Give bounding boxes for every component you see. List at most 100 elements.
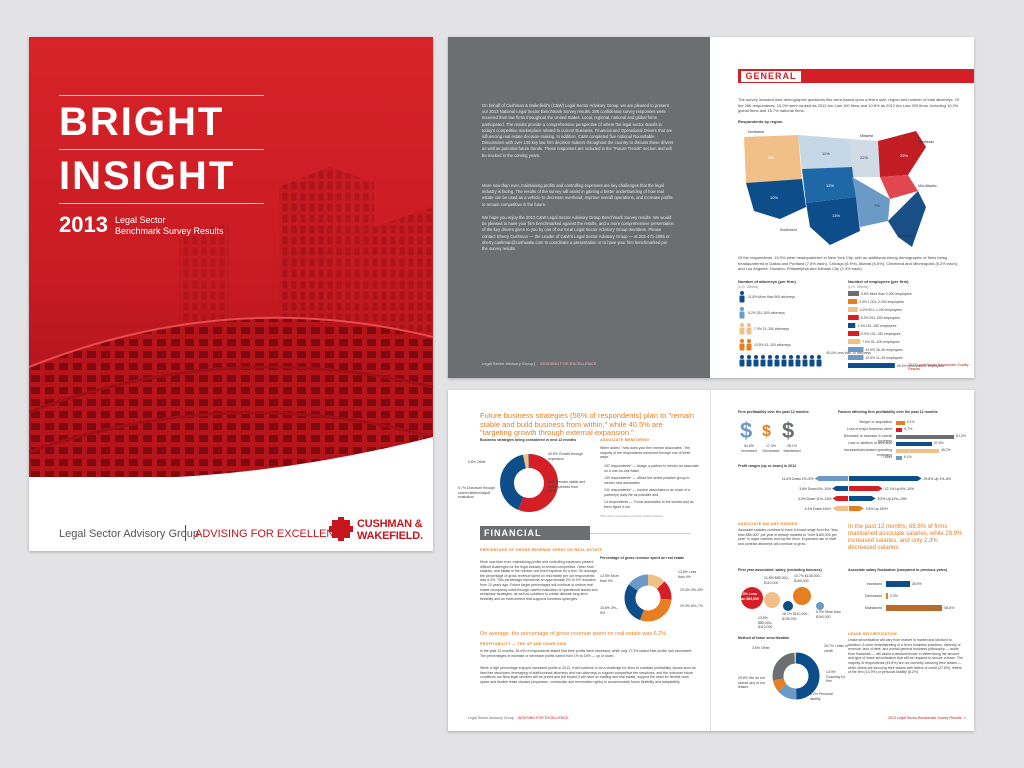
employees-bar-label: 4.2% 501–1,000 employees	[860, 308, 902, 312]
attorneys-row-3: 7.0% 21–250 attorneys	[754, 327, 789, 331]
factor-bar	[896, 448, 939, 453]
employees-bar-label: 1.4% 151–250 employees	[857, 324, 897, 328]
profit-down-label: 3.4% Down 16%+	[804, 507, 831, 511]
first-year-label-4: 18.1% $110,000–$135,000	[782, 612, 810, 621]
employees-bar-label: 10.5% 26–50 employees	[865, 348, 903, 352]
salary-fluct-value: 68.8%	[944, 606, 955, 610]
lease-label-guaranty: 13.9% Guaranty by firm	[826, 670, 846, 684]
factor-bar	[896, 427, 903, 432]
firm-profit-dollar-icons: $ $ $	[740, 418, 794, 442]
factor-value: 6.1%	[903, 455, 912, 459]
profit-down-label: 3.6% Down 6%–10%	[799, 487, 831, 491]
map-value-north-central: 11%	[822, 151, 830, 156]
map-label-mid-atlantic: Mid-Atlantic	[918, 184, 937, 188]
mentoring-item-4: 14 respondents — Throw associates to the…	[604, 500, 694, 509]
spread-financial: Future business strategies (56% of respo…	[448, 390, 974, 731]
employees-bar	[848, 331, 860, 336]
bubble-over-160k	[816, 602, 824, 610]
employees-bar-chart: 5.6% More than 2,000 employees 3.5% 1,001…	[848, 291, 945, 368]
cover-mid-rule	[59, 149, 264, 150]
cover-title-line2: INSIGHT	[59, 154, 236, 198]
profit-ranges-arrow-chart: 11.6% Down 1%–5% 29.8% Up 1%–5% 3.6% Down …	[782, 476, 951, 511]
profit-down-arrow	[832, 496, 848, 501]
map-value-central: 12%	[826, 183, 834, 188]
employees-bar	[848, 363, 895, 368]
employees-bar	[848, 291, 860, 296]
financial-section-bar	[480, 526, 590, 540]
salary-fluct-label: Increased	[866, 582, 882, 586]
factor-label: Other	[883, 455, 892, 459]
employees-bar	[848, 347, 864, 352]
map-label-northeast: Northeast	[918, 140, 934, 144]
gross-revenue-heading: PERCENTAGE OF GROSS REVENUE SPENT ON REA…	[480, 548, 603, 552]
bubble-under-85k	[741, 587, 763, 609]
profit-up-arrow	[849, 486, 883, 491]
attorneys-heading: Number of attorneys (per firm)	[738, 279, 796, 284]
map-label-southwest: Southwest	[780, 228, 797, 232]
salary-fluct-bar	[886, 581, 910, 587]
cover-top-rule	[59, 95, 264, 96]
salary-fluct-bar	[886, 605, 943, 611]
profit-down-label: 11.6% Down 1%–5%	[782, 477, 814, 481]
financial-section-title: FINANCIAL	[484, 528, 542, 538]
intro-footer-group: Legal Sector Advisory Group	[482, 361, 533, 366]
gross-label-3: 29.4% 3%–5%	[680, 588, 703, 592]
dollar-increased-icon: $	[740, 418, 752, 442]
factor-label: Increased/decreased operating expenses	[843, 448, 892, 457]
spread-gutter	[710, 390, 711, 731]
cover-building-photo	[29, 37, 433, 477]
gross-chart-heading: Percentage of gross revenue spent on rea…	[600, 556, 685, 560]
salary-fluct-label: Maintained	[864, 606, 882, 610]
first-year-label-1: 41.9% Less than $85,000	[738, 592, 760, 601]
salary-pull-quote: In the past 12 months, 68.8% of firms ma…	[848, 524, 963, 551]
factors-heading: Factors affecting firm profitability ove…	[838, 410, 938, 414]
brochure-cover: BRIGHT INSIGHT 2013 Legal Sector Benchma…	[29, 37, 433, 551]
financial-page-number: 5	[964, 716, 966, 720]
cover-footer-group: Legal Sector Advisory Group	[59, 528, 200, 540]
factor-label: Loss of major business client	[847, 427, 892, 431]
cover-year: 2013	[59, 212, 108, 237]
salary-fluct-bar	[886, 593, 888, 599]
first-year-label-2: 21.8% $85,000–$110,000	[764, 576, 790, 585]
regions-heading: Respondents by region	[738, 119, 783, 124]
attorneys-row-2: 5.2% 251–500 attorneys	[748, 311, 785, 315]
intro-paragraph-2: More now than ever, maintaining profits …	[482, 183, 673, 207]
gross-label-4: 29.3% 6%–7%	[680, 604, 703, 608]
financial-footer-group: Legal Sector Advisory Group	[468, 716, 514, 720]
logo-text-line1: CUSHMAN &	[357, 518, 423, 530]
factor-bar	[896, 434, 955, 439]
financial-section-rule	[590, 533, 690, 534]
mentoring-item-1: 157 respondents* — Assign a partner to m…	[604, 464, 699, 473]
gross-revenue-body: More now than ever, maintaining profits …	[480, 560, 598, 601]
factor-value: 45.2%	[940, 448, 951, 452]
salary-heading: ASSOCIATE SALARY RANGES	[738, 522, 798, 526]
intro-footer-separator: |	[534, 361, 536, 366]
profitability-body-2: While a high percentage enjoyed increase…	[480, 666, 696, 684]
profit-up-label: 12.1% Up 6%–10%	[885, 487, 914, 491]
employees-bar-label: 5.9% 101–150 employees	[861, 332, 901, 336]
strategies-pull-quote: Future business strategies (56% of respo…	[480, 411, 695, 437]
profit-up-label: 8.9% Up 11%–15%	[878, 497, 907, 501]
employees-bar	[848, 307, 858, 312]
firm-profit-decreased: 17.3% Decreased	[762, 444, 780, 453]
bubble-110-135k	[783, 601, 793, 611]
employees-bar	[848, 299, 858, 304]
employees-bar	[848, 315, 859, 320]
employees-bar-label: 45.4% Less than 10 employees	[897, 364, 945, 368]
intro-paragraph-3: We hope you enjoy the 2013 C&W Legal Sec…	[482, 215, 674, 252]
financial-footer-tagline: ADVISING FOR EXCELLENCE	[518, 716, 569, 720]
factor-value: 6.7%	[904, 427, 913, 431]
bubble-135-160k	[793, 587, 811, 605]
map-value-northeast: 25%	[900, 153, 908, 158]
mentoring-item-3: 101 respondents* — Involve associates in…	[604, 488, 691, 497]
gross-label-1: 12.5% More than 9%	[600, 574, 619, 583]
gross-label-2: 13.6% Less than 9%	[678, 570, 697, 579]
first-year-label-5: 5.9% More than $160,000	[816, 610, 841, 619]
intro-footer-tagline: ADVISING FOR EXCELLENCE	[540, 361, 597, 366]
general-page-number: 3	[964, 363, 966, 367]
firm-profit-increased: 54.6% Increased	[741, 444, 757, 453]
cover-bottom-rule	[59, 203, 264, 204]
attorneys-people-chart	[739, 291, 822, 367]
employees-bar	[848, 339, 861, 344]
profit-ranges-heading: Profit ranges (up or down) in 2012	[738, 464, 797, 468]
